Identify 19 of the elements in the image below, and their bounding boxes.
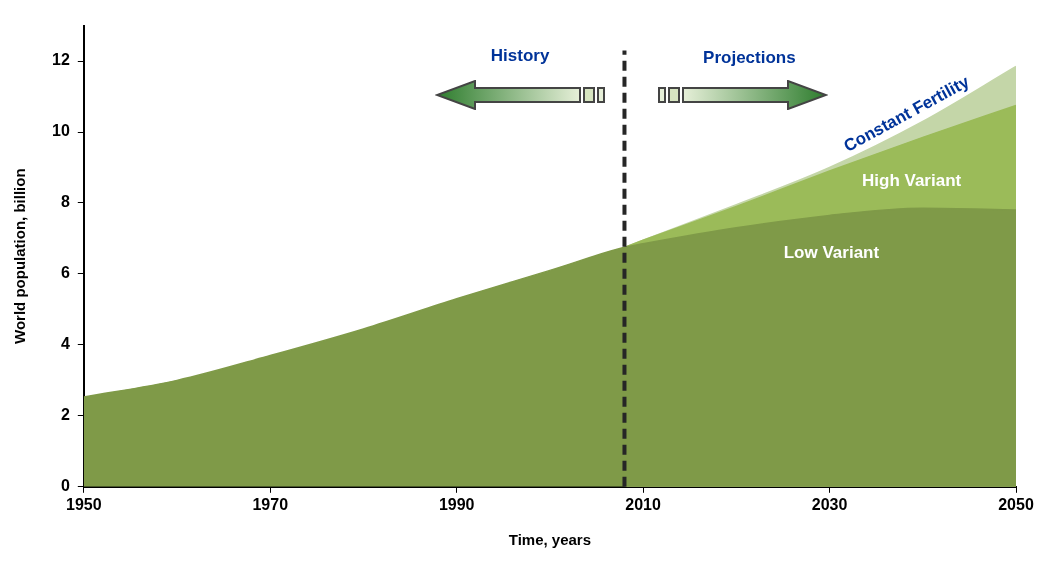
x-tick-label: 1970 xyxy=(252,495,289,513)
y-tick-label: 12 xyxy=(52,51,70,69)
x-tick-label: 2010 xyxy=(625,495,662,513)
y-tick-label: 0 xyxy=(60,477,70,495)
y-tick-label: 4 xyxy=(60,335,70,353)
y-tick-label: 2 xyxy=(60,406,70,424)
y-tick-label: 6 xyxy=(60,264,70,282)
annotation: Projections xyxy=(703,47,796,67)
x-axis-title: Time, years xyxy=(508,531,592,549)
series-label: Low Variant xyxy=(783,243,880,263)
y-axis-title: World population, billion xyxy=(11,168,29,344)
x-tick-label: 1990 xyxy=(438,495,475,513)
series-label: High Variant xyxy=(862,170,962,190)
y-tick-label: 8 xyxy=(60,193,70,211)
x-tick-label: 2050 xyxy=(998,495,1034,513)
y-tick-label: 10 xyxy=(52,122,70,140)
x-tick-label: 1950 xyxy=(66,495,102,513)
annotation: History xyxy=(490,45,550,65)
x-tick-label: 2030 xyxy=(811,495,848,513)
